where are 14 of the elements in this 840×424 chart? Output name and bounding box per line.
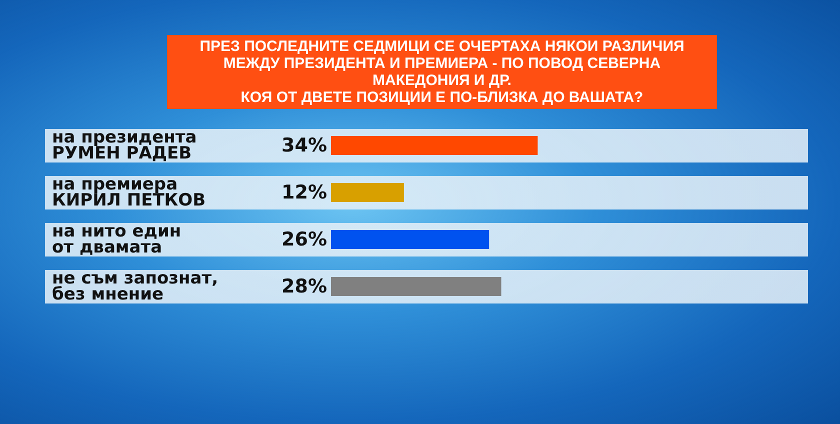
data-label: 26%	[282, 228, 327, 250]
y-tick-label: не съм запознат, без мнение	[52, 268, 218, 304]
bar	[331, 136, 538, 155]
y-tick-label: на премиера КИРИЛ ПЕТКОВ	[52, 174, 206, 210]
bar	[331, 230, 490, 249]
bar	[331, 183, 404, 202]
bar	[331, 277, 502, 296]
data-label: 28%	[282, 276, 327, 298]
data-label: 34%	[282, 134, 327, 156]
chart-title: ПРЕЗ ПОСЛЕДНИТЕ СЕДМИЦИ СЕ ОЧЕРТАХА НЯКОИ РАЗЛИЧИЯ МЕЖДУ ПРЕЗИДЕНТА И ПРЕМИЕРА - ПО ПОВОД СЕВЕРНА МАКЕДОНИЯ И ДР.	[198, 38, 686, 89]
y-tick-label: на нито един от двамата	[52, 222, 182, 258]
data-label: 12%	[282, 182, 327, 204]
chart-subtitle: КОЯ ОТ ДВЕТЕ ПОЗИЦИИ Е ПО-БЛИЗКА ДО ВАШАТА?	[240, 89, 644, 106]
y-tick-label: на президента РУМЕН РАДЕВ	[52, 128, 197, 164]
